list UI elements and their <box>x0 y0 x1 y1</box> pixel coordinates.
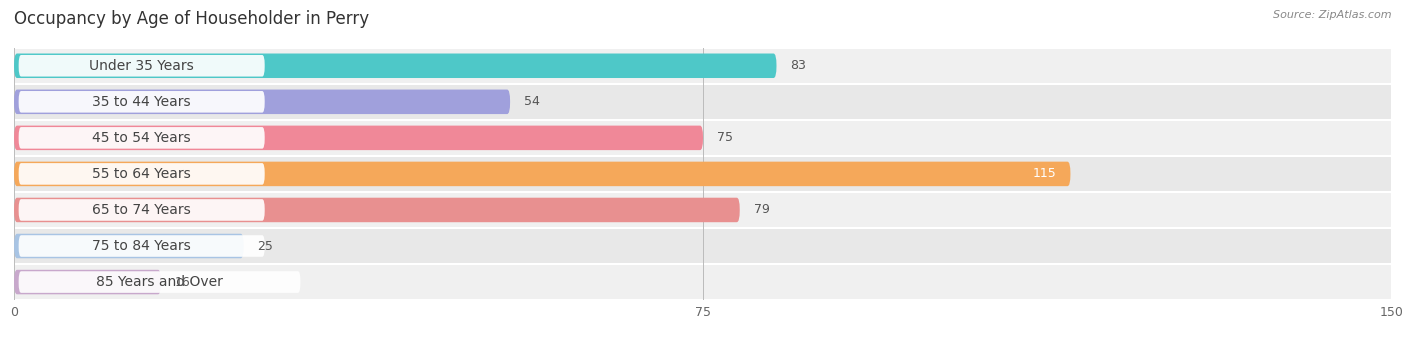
FancyBboxPatch shape <box>18 55 264 76</box>
FancyBboxPatch shape <box>14 125 703 150</box>
FancyBboxPatch shape <box>14 228 1392 264</box>
Text: 79: 79 <box>754 204 769 217</box>
Text: 65 to 74 Years: 65 to 74 Years <box>93 203 191 217</box>
FancyBboxPatch shape <box>14 234 243 258</box>
Text: 25: 25 <box>257 239 273 252</box>
Text: 45 to 54 Years: 45 to 54 Years <box>93 131 191 145</box>
FancyBboxPatch shape <box>18 199 264 221</box>
Text: Source: ZipAtlas.com: Source: ZipAtlas.com <box>1274 10 1392 20</box>
Text: 55 to 64 Years: 55 to 64 Years <box>93 167 191 181</box>
Text: 16: 16 <box>174 276 191 288</box>
FancyBboxPatch shape <box>14 264 1392 300</box>
FancyBboxPatch shape <box>14 90 510 114</box>
Text: 35 to 44 Years: 35 to 44 Years <box>93 95 191 109</box>
Text: 75: 75 <box>717 131 733 144</box>
FancyBboxPatch shape <box>14 270 162 294</box>
FancyBboxPatch shape <box>14 162 1070 186</box>
FancyBboxPatch shape <box>14 198 740 222</box>
Text: Occupancy by Age of Householder in Perry: Occupancy by Age of Householder in Perry <box>14 10 370 28</box>
Text: 85 Years and Over: 85 Years and Over <box>96 275 224 289</box>
Text: 54: 54 <box>524 95 540 108</box>
Text: 115: 115 <box>1033 167 1057 180</box>
FancyBboxPatch shape <box>14 48 1392 84</box>
FancyBboxPatch shape <box>18 163 264 185</box>
Text: Under 35 Years: Under 35 Years <box>90 59 194 73</box>
FancyBboxPatch shape <box>18 127 264 149</box>
Text: 75 to 84 Years: 75 to 84 Years <box>93 239 191 253</box>
FancyBboxPatch shape <box>14 54 776 78</box>
FancyBboxPatch shape <box>18 91 264 113</box>
FancyBboxPatch shape <box>18 235 264 257</box>
FancyBboxPatch shape <box>14 192 1392 228</box>
Text: 83: 83 <box>790 59 806 72</box>
FancyBboxPatch shape <box>18 271 301 293</box>
FancyBboxPatch shape <box>14 120 1392 156</box>
FancyBboxPatch shape <box>14 84 1392 120</box>
FancyBboxPatch shape <box>14 156 1392 192</box>
